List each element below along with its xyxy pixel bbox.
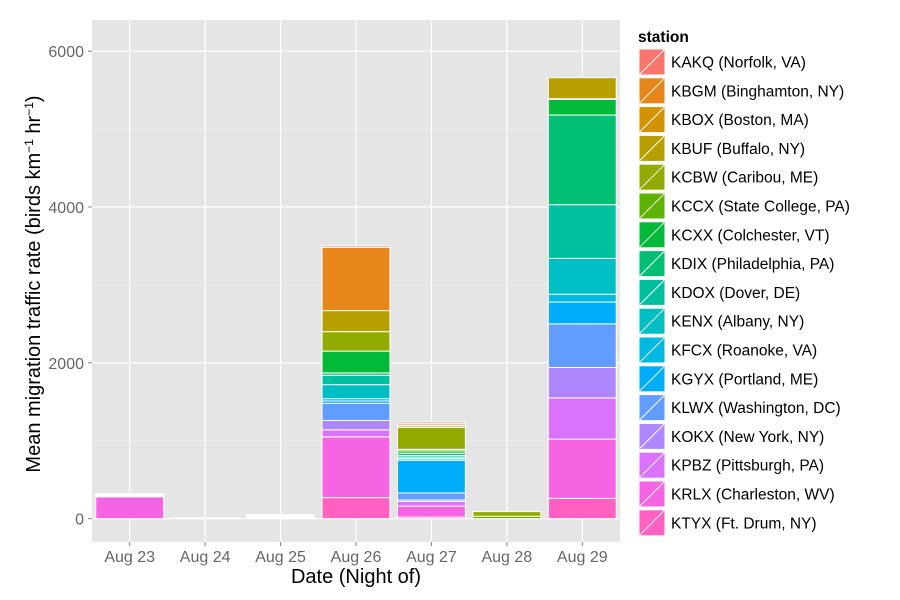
bar-segment-outline — [170, 517, 240, 520]
bar-segment — [321, 245, 391, 248]
legend-label: KFCX (Roanoke, VA) — [671, 343, 817, 360]
legend-label: KAKQ (Norfolk, VA) — [671, 55, 806, 72]
y-axis-title-main: Mean migration traffic rate (birds km — [23, 153, 45, 473]
bar-segment — [547, 114, 617, 206]
bar-segment — [547, 366, 617, 399]
bar-segment — [321, 246, 391, 312]
bar-segment — [547, 397, 617, 440]
legend-label: KDOX (Dover, DE) — [671, 285, 800, 302]
bar-segment — [321, 310, 391, 333]
legend-label: KOKX (New York, NY) — [671, 429, 824, 446]
y-axis-title-unit-a: −1 — [22, 139, 36, 153]
legend-label: KTYX (Ft. Drum, NY) — [671, 515, 817, 532]
legend-swatch-slash — [639, 510, 665, 536]
x-tick-label: Aug 24 — [180, 549, 231, 566]
bar-segment — [396, 426, 466, 450]
bars — [95, 77, 617, 520]
bar-segment — [396, 421, 466, 425]
bar-segment — [321, 436, 391, 499]
y-tick-label: 6000 — [48, 44, 84, 61]
y-tick-label: 2000 — [48, 356, 84, 373]
bar-segment — [321, 429, 391, 438]
y-axis-title: Mean migration traffic rate (birds km−1 … — [22, 95, 45, 472]
legend-swatch-slash — [639, 107, 665, 132]
bar-segment — [321, 374, 391, 386]
bar-segment — [547, 77, 617, 100]
legend-swatch-slash — [639, 337, 665, 363]
legend-label: KENX (Albany, NY) — [671, 314, 804, 331]
legend-label: KCCX (State College, PA) — [671, 199, 850, 216]
legend-label: KCXX (Colchester, VT) — [671, 227, 830, 244]
bar-segment — [321, 497, 391, 520]
legend-swatch-slash — [639, 193, 665, 219]
x-tick-label: Aug 23 — [104, 549, 155, 566]
x-tick-label: Aug 26 — [331, 549, 382, 566]
legend-label: KPBZ (Pittsburgh, PA) — [671, 458, 824, 475]
y-axis-title-unit-b: −1 — [22, 102, 36, 116]
legend-swatch-slash — [639, 395, 665, 420]
legend-swatch-slash — [639, 222, 665, 248]
legend-label: KRLX (Charleston, WV) — [671, 487, 835, 504]
bar-segment — [396, 459, 466, 494]
bar-segment — [321, 384, 391, 400]
legend-label: KCBW (Caribou, ME) — [671, 170, 818, 187]
legend-swatch-slash — [639, 78, 665, 104]
legend-swatch-slash — [639, 424, 665, 449]
bar-segment — [396, 505, 466, 518]
legend-label: KBGM (Binghamton, NY) — [671, 83, 844, 100]
bar-segment — [547, 438, 617, 499]
legend-swatch-slash — [639, 49, 665, 75]
bar-segment — [321, 402, 391, 421]
bar-segment — [547, 293, 617, 303]
y-axis-title-close: ) — [23, 95, 45, 102]
x-tick-label: Aug 27 — [406, 549, 457, 566]
legend-title: station — [638, 29, 689, 46]
x-tick-label: Aug 28 — [481, 549, 532, 566]
legend-swatch-slash — [639, 251, 665, 276]
bar-segment — [396, 500, 466, 507]
bar-segment — [396, 492, 466, 501]
legend-swatch-slash — [639, 366, 665, 392]
legend-label: KLWX (Washington, DC) — [671, 400, 841, 417]
legend-label: KDIX (Philadelphia, PA) — [671, 256, 834, 273]
legend: station KAKQ (Norfolk, VA) KBGM (Binghamt… — [637, 29, 850, 538]
legend-label: KGYX (Portland, ME) — [671, 371, 818, 388]
y-tick-label: 0 — [75, 512, 84, 529]
x-tick-label: Aug 25 — [255, 549, 306, 566]
bar-segment — [547, 204, 617, 259]
bar-segment — [547, 301, 617, 325]
legend-swatch-slash — [639, 481, 665, 507]
bar-segment-outline — [95, 493, 165, 498]
legend-swatch-slash — [639, 164, 665, 190]
legend-label: KBUF (Buffalo, NY) — [671, 141, 805, 158]
bar-segment — [547, 98, 617, 116]
legend-swatch-slash — [639, 280, 665, 305]
x-tick-label: Aug 29 — [557, 549, 608, 566]
bar-segment — [321, 331, 391, 352]
bar-segment — [547, 323, 617, 368]
y-axis-title-mid: hr — [23, 115, 45, 139]
y-tick-label: 4000 — [48, 200, 84, 217]
bar-segment-outline — [246, 514, 316, 520]
bar-segment — [95, 496, 165, 520]
x-axis: Aug 23 Aug 24 Aug 25 Aug 26 Aug 27 Aug 28 Aug … — [104, 542, 608, 566]
bar-segment — [472, 511, 542, 517]
x-axis-title: Date (Night of) — [291, 566, 421, 588]
legend-label: KBOX (Boston, MA) — [671, 112, 809, 129]
bar-segment — [321, 350, 391, 374]
legend-swatch-slash — [639, 136, 665, 161]
legend-swatch-slash — [639, 452, 665, 478]
legend-swatch-slash — [639, 308, 665, 334]
bar-segment — [547, 497, 617, 520]
bar-segment — [547, 257, 617, 295]
bar-segment — [321, 419, 391, 431]
y-axis: 0 2000 4000 6000 — [48, 44, 92, 529]
